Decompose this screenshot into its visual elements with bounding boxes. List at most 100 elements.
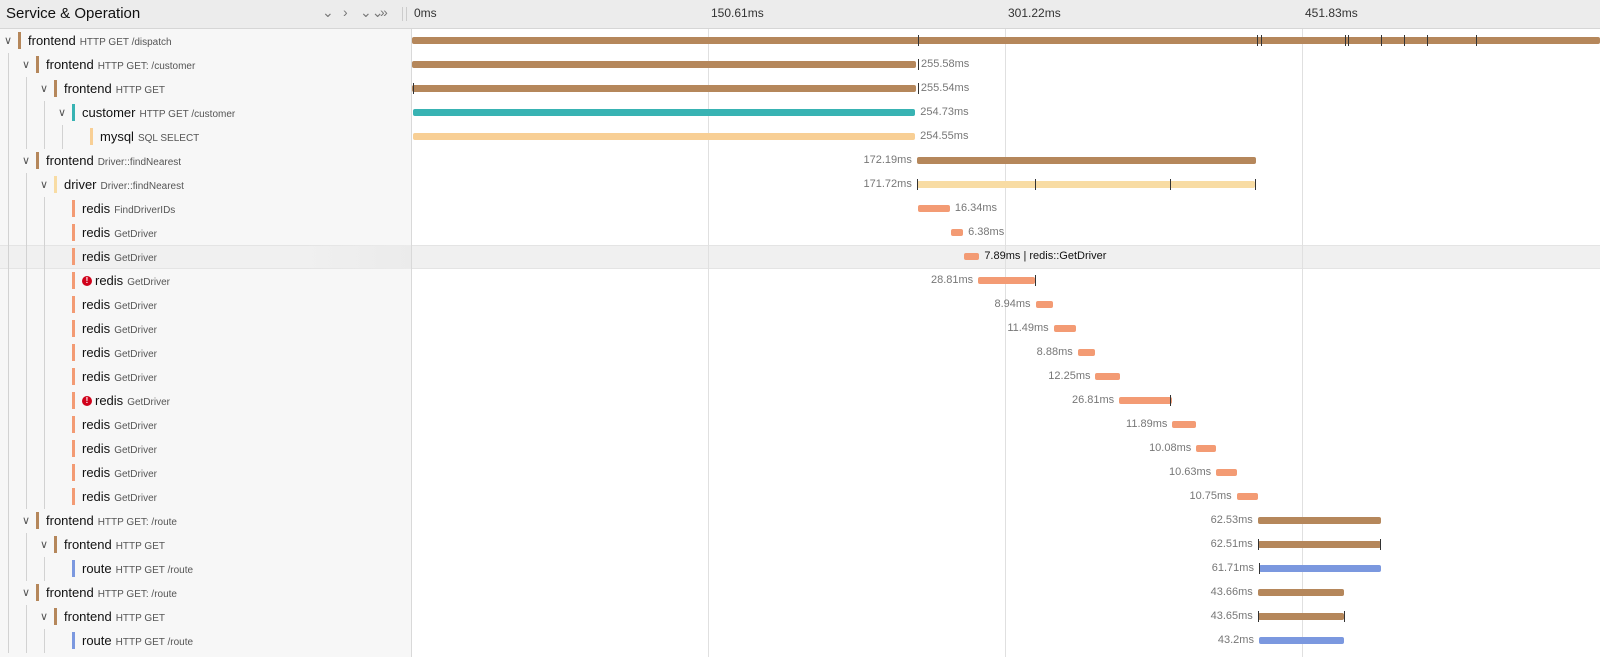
- span-name-row[interactable]: redis GetDriver: [0, 437, 411, 461]
- span-timeline-row[interactable]: 28.81ms: [412, 269, 1600, 293]
- chevron-down-icon[interactable]: ∨: [3, 35, 13, 47]
- span-timeline-row[interactable]: 171.72ms: [412, 173, 1600, 197]
- span-duration-bar[interactable]: [916, 181, 1256, 188]
- span-name-row[interactable]: redis GetDriver: [0, 341, 411, 365]
- span-name-row[interactable]: redis FindDriverIDs: [0, 197, 411, 221]
- span-duration-label: 8.88ms: [1036, 346, 1073, 358]
- chevron-down-icon[interactable]: ∨: [21, 59, 31, 71]
- span-duration-bar[interactable]: [412, 109, 916, 116]
- span-timeline-row[interactable]: 26.81ms: [412, 389, 1600, 413]
- span-timeline-row[interactable]: 12.25ms: [412, 365, 1600, 389]
- span-duration-bar[interactable]: [412, 61, 916, 68]
- span-duration-bar[interactable]: [1035, 301, 1054, 308]
- span-timeline-row[interactable]: 255.54ms: [412, 77, 1600, 101]
- tree-guide-line: [44, 461, 45, 485]
- span-timeline-row[interactable]: 62.51ms: [412, 533, 1600, 557]
- span-timeline-row[interactable]: 61.71ms: [412, 557, 1600, 581]
- span-service-name: frontend HTTP GET: /route: [46, 513, 177, 528]
- span-timeline-row[interactable]: 43.2ms: [412, 629, 1600, 653]
- chevron-down-icon[interactable]: ∨: [39, 179, 49, 191]
- span-timeline-row[interactable]: 11.89ms: [412, 413, 1600, 437]
- span-name-row[interactable]: ∨ frontend HTTP GET: [0, 533, 411, 557]
- column-resizer-handle[interactable]: [402, 7, 407, 21]
- span-timeline-row[interactable]: 254.55ms: [412, 125, 1600, 149]
- span-duration-bar[interactable]: [1119, 397, 1172, 404]
- span-duration-bar[interactable]: [1258, 565, 1381, 572]
- chevron-down-icon[interactable]: ∨: [21, 587, 31, 599]
- span-timeline-row[interactable]: 43.65ms: [412, 605, 1600, 629]
- expand-all-icon[interactable]: »: [380, 4, 388, 20]
- span-duration-bar[interactable]: [1216, 469, 1238, 476]
- chevron-down-icon[interactable]: ∨: [21, 515, 31, 527]
- span-timeline-row[interactable]: 10.63ms: [412, 461, 1600, 485]
- span-duration-bar[interactable]: [1258, 637, 1345, 644]
- span-name-row[interactable]: ! redis GetDriver: [0, 269, 411, 293]
- span-timeline-row[interactable]: 10.08ms: [412, 437, 1600, 461]
- collapse-all-icon[interactable]: ⌄⌄: [360, 4, 384, 20]
- span-duration-bar[interactable]: [412, 37, 1600, 44]
- span-timeline-row[interactable]: 43.66ms: [412, 581, 1600, 605]
- span-timeline-row[interactable]: 172.19ms: [412, 149, 1600, 173]
- span-name-row[interactable]: ∨ frontend HTTP GET: [0, 77, 411, 101]
- span-name-row[interactable]: ∨ driver Driver::findNearest: [0, 173, 411, 197]
- span-timeline-row[interactable]: 8.88ms: [412, 341, 1600, 365]
- span-duration-bar[interactable]: [917, 205, 950, 212]
- span-log-marker: [1034, 179, 1036, 190]
- span-timeline-row[interactable]: 11.49ms: [412, 317, 1600, 341]
- span-name-row[interactable]: route HTTP GET /route: [0, 557, 411, 581]
- span-name-row[interactable]: redis GetDriver: [0, 485, 411, 509]
- collapse-one-icon[interactable]: ⌄: [322, 4, 334, 20]
- span-timeline-row[interactable]: [412, 29, 1600, 53]
- span-duration-bar[interactable]: [963, 253, 980, 260]
- span-name-row[interactable]: redis GetDriver: [0, 461, 411, 485]
- span-name-row[interactable]: redis GetDriver: [0, 317, 411, 341]
- span-duration-bar[interactable]: [1053, 325, 1077, 332]
- span-duration-bar[interactable]: [1196, 445, 1217, 452]
- span-timeline-row[interactable]: 10.75ms: [412, 485, 1600, 509]
- span-duration-bar[interactable]: [1236, 493, 1258, 500]
- chevron-down-icon[interactable]: ∨: [21, 155, 31, 167]
- service-label: redis: [82, 345, 111, 360]
- span-timeline-row[interactable]: 7.89ms | redis::GetDriver: [412, 245, 1600, 269]
- span-duration-bar[interactable]: [413, 133, 916, 140]
- span-duration-bar[interactable]: [950, 229, 964, 236]
- span-duration-bar[interactable]: [1077, 349, 1096, 356]
- span-duration-bar[interactable]: [1257, 589, 1344, 596]
- span-name-row[interactable]: redis GetDriver: [0, 245, 411, 269]
- span-duration-bar[interactable]: [1257, 541, 1382, 548]
- service-color-bar: [72, 224, 75, 241]
- span-duration-bar[interactable]: [978, 277, 1035, 284]
- span-duration-bar[interactable]: [412, 85, 916, 92]
- span-timeline-row[interactable]: 6.38ms: [412, 221, 1600, 245]
- span-timeline-row[interactable]: 255.58ms: [412, 53, 1600, 77]
- span-name-row[interactable]: redis GetDriver: [0, 365, 411, 389]
- chevron-down-icon[interactable]: ∨: [39, 611, 49, 623]
- span-duration-bar[interactable]: [1257, 517, 1382, 524]
- span-name-row[interactable]: route HTTP GET /route: [0, 629, 411, 653]
- chevron-down-icon[interactable]: ∨: [39, 539, 49, 551]
- span-timeline-row[interactable]: 8.94ms: [412, 293, 1600, 317]
- chevron-down-icon[interactable]: ∨: [39, 83, 49, 95]
- span-timeline-row[interactable]: 16.34ms: [412, 197, 1600, 221]
- span-duration-bar[interactable]: [916, 157, 1257, 164]
- span-name-row[interactable]: ∨ frontend HTTP GET: /route: [0, 509, 411, 533]
- chevron-down-icon[interactable]: ∨: [57, 107, 67, 119]
- span-duration-bar[interactable]: [1172, 421, 1196, 428]
- span-name-row[interactable]: ∨ frontend HTTP GET: /customer: [0, 53, 411, 77]
- span-name-row[interactable]: redis GetDriver: [0, 221, 411, 245]
- span-timeline-row[interactable]: 62.53ms: [412, 509, 1600, 533]
- span-duration-bar[interactable]: [1257, 613, 1344, 620]
- span-name-row[interactable]: ∨ frontend HTTP GET: /route: [0, 581, 411, 605]
- span-name-row[interactable]: ! redis GetDriver: [0, 389, 411, 413]
- expand-one-icon[interactable]: ›: [343, 4, 348, 20]
- span-name-row[interactable]: redis GetDriver: [0, 293, 411, 317]
- span-name-row[interactable]: ∨ frontend HTTP GET: [0, 605, 411, 629]
- span-name-row[interactable]: redis GetDriver: [0, 413, 411, 437]
- span-duration-bar[interactable]: [1095, 373, 1120, 380]
- span-timeline-row[interactable]: 254.73ms: [412, 101, 1600, 125]
- span-name-row[interactable]: ∨ frontend Driver::findNearest: [0, 149, 411, 173]
- span-name-row[interactable]: mysql SQL SELECT: [0, 125, 411, 149]
- operation-label: GetDriver: [114, 373, 157, 384]
- span-name-row[interactable]: ∨ customer HTTP GET /customer: [0, 101, 411, 125]
- span-name-row[interactable]: ∨ frontend HTTP GET /dispatch: [0, 29, 411, 53]
